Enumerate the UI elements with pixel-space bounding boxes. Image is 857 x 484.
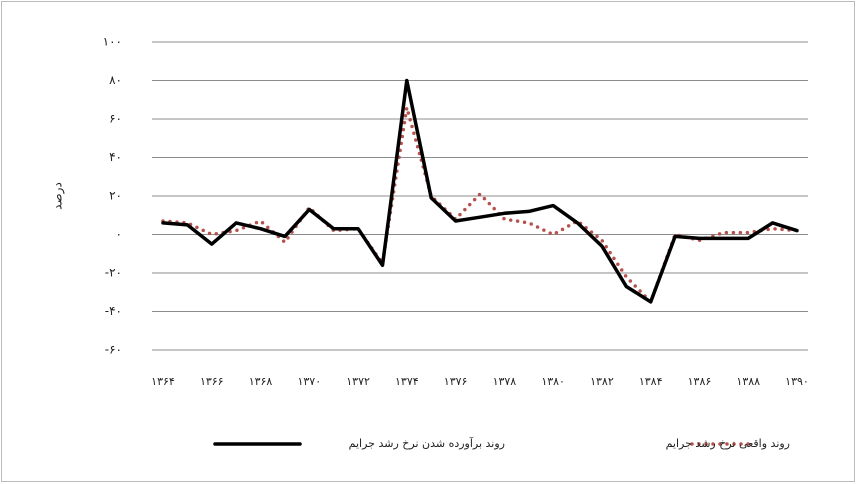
y-tick-label: -۶۰ xyxy=(105,343,122,357)
x-tick-label: ۱۳۷۸ xyxy=(493,375,517,388)
x-tick-label: ۱۳۶۴ xyxy=(151,375,175,388)
x-tick-label: ۱۳۷۴ xyxy=(395,375,419,388)
legend-label: روند واقعی نرخ رشد جرایم xyxy=(666,437,790,450)
y-axis-label: درصد xyxy=(51,182,66,210)
x-tick-label: ۱۳۶۸ xyxy=(249,375,273,388)
x-tick-label: ۱۳۸۴ xyxy=(639,375,663,388)
y-tick-label: ۴۰ xyxy=(109,150,122,164)
y-tick-label: ۰ xyxy=(116,227,122,241)
x-tick-label: ۱۳۸۰ xyxy=(541,375,565,388)
data-line xyxy=(161,78,799,304)
y-tick-label: -۲۰ xyxy=(105,266,122,280)
x-tick-label: ۱۳۷۲ xyxy=(346,375,370,388)
y-tick-label: ۲۰ xyxy=(109,189,122,203)
x-tick-label: ۱۳۹۰ xyxy=(785,375,809,388)
x-tick-label: ۱۳۸۸ xyxy=(736,375,760,388)
x-tick-label: ۱۳۷۰ xyxy=(297,375,321,388)
y-tick-label: ۱۰۰ xyxy=(103,35,122,49)
y-tick-label: -۴۰ xyxy=(105,304,122,318)
y-tick-label: ۶۰ xyxy=(109,112,122,126)
legend-label: روند برآورده شدن نرخ رشد جرایم xyxy=(349,436,505,450)
y-tick-label: ۸۰ xyxy=(109,73,122,87)
x-tick-label: ۱۳۷۶ xyxy=(444,375,468,388)
x-tick-label: ۱۳۶۶ xyxy=(200,375,224,388)
x-tick-label: ۱۳۸۶ xyxy=(688,375,712,388)
x-tick-label: ۱۳۸۲ xyxy=(590,375,614,388)
